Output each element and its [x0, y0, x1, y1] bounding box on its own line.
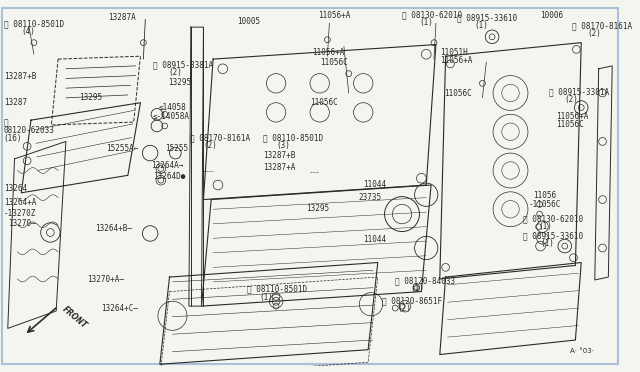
Text: 11056+A: 11056+A — [556, 112, 588, 121]
Text: FRONT: FRONT — [60, 304, 88, 330]
Text: 11056+A: 11056+A — [312, 48, 344, 57]
Text: (1): (1) — [260, 292, 273, 302]
Text: (1): (1) — [419, 18, 433, 28]
Text: ≤-14058A: ≤-14058A — [153, 112, 190, 121]
Text: (2): (2) — [168, 68, 182, 77]
Text: 08120-62033: 08120-62033 — [4, 126, 55, 135]
Text: (4): (4) — [21, 27, 35, 36]
Text: (2): (2) — [564, 95, 579, 104]
Text: Ⓑ 08170-8161A: Ⓑ 08170-8161A — [572, 21, 632, 31]
Text: (2): (2) — [204, 141, 218, 150]
Text: Ⓜ 08915-33610: Ⓜ 08915-33610 — [523, 231, 583, 241]
Text: 13295: 13295 — [79, 93, 102, 102]
Text: 11044: 11044 — [364, 235, 387, 244]
Text: (1): (1) — [539, 222, 552, 231]
Text: (1): (1) — [411, 284, 424, 293]
Text: 13264D●: 13264D● — [153, 173, 186, 182]
Text: (1): (1) — [475, 21, 488, 31]
Text: 10005: 10005 — [237, 17, 260, 26]
Text: 11056C: 11056C — [310, 98, 338, 107]
Text: 13264+C—: 13264+C— — [100, 304, 138, 313]
Text: -13270Z: -13270Z — [4, 209, 36, 218]
Text: 13295: 13295 — [168, 77, 192, 87]
Text: 13264: 13264 — [4, 184, 27, 193]
Text: ≤14058: ≤14058 — [159, 103, 187, 112]
Text: Ⓑ 08120-84033: Ⓑ 08120-84033 — [396, 276, 455, 285]
Text: 10006: 10006 — [541, 11, 564, 20]
Text: 15255A←: 15255A← — [106, 144, 139, 153]
Text: Ⓑ: Ⓑ — [4, 118, 8, 127]
Text: 13264+A: 13264+A — [4, 198, 36, 206]
Text: Ⓜ 08915-33610: Ⓜ 08915-33610 — [457, 13, 517, 23]
Text: 13270+A—: 13270+A— — [87, 275, 124, 284]
Text: 13264+B—: 13264+B— — [95, 224, 132, 233]
Text: (16): (16) — [4, 134, 22, 143]
Text: 11051H: 11051H — [440, 48, 468, 57]
Text: 13270—: 13270— — [8, 219, 35, 228]
Text: (2): (2) — [397, 304, 411, 313]
Text: (2): (2) — [587, 29, 601, 38]
Text: Ⓜ 08915-3381A: Ⓜ 08915-3381A — [153, 60, 213, 69]
Text: 11044: 11044 — [364, 180, 387, 189]
Text: Ⓑ 08110-8501D: Ⓑ 08110-8501D — [264, 134, 324, 143]
Text: (1): (1) — [541, 239, 554, 248]
FancyBboxPatch shape — [2, 8, 618, 364]
Text: 13287+B: 13287+B — [4, 72, 36, 81]
Text: 11056C: 11056C — [444, 89, 472, 98]
Text: 11056: 11056 — [532, 191, 556, 200]
Text: 11056+A: 11056+A — [317, 11, 350, 20]
Text: Ⓑ 08110-8501D: Ⓑ 08110-8501D — [247, 285, 307, 294]
Text: 13264A→: 13264A→ — [151, 161, 184, 170]
Text: 13295: 13295 — [306, 204, 329, 214]
Text: 11056C: 11056C — [556, 120, 584, 129]
Text: Ⓑ 08120-8651F: Ⓑ 08120-8651F — [381, 296, 442, 305]
Text: A· °03·: A· °03· — [570, 347, 594, 354]
Text: Ⓑ 08170-8161A: Ⓑ 08170-8161A — [190, 134, 250, 143]
Text: 11056+A: 11056+A — [440, 56, 472, 65]
Text: 15255: 15255 — [164, 144, 188, 153]
Text: 13287+A: 13287+A — [264, 163, 296, 172]
Text: -11056C: -11056C — [529, 199, 561, 209]
Text: Ⓜ 08915-3381A: Ⓜ 08915-3381A — [549, 87, 609, 96]
Text: 11056C: 11056C — [319, 58, 348, 67]
Text: 13287A: 13287A — [109, 13, 136, 22]
Text: Ⓑ 08130-62010: Ⓑ 08130-62010 — [523, 214, 583, 223]
Text: 13287+B: 13287+B — [264, 151, 296, 160]
Text: 23735: 23735 — [358, 193, 381, 202]
Text: (3): (3) — [276, 141, 290, 150]
Text: 13287: 13287 — [4, 98, 27, 107]
Text: Ⓑ 08130-62010: Ⓑ 08130-62010 — [402, 11, 462, 20]
Text: Ⓑ 08110-8501D: Ⓑ 08110-8501D — [4, 19, 64, 28]
